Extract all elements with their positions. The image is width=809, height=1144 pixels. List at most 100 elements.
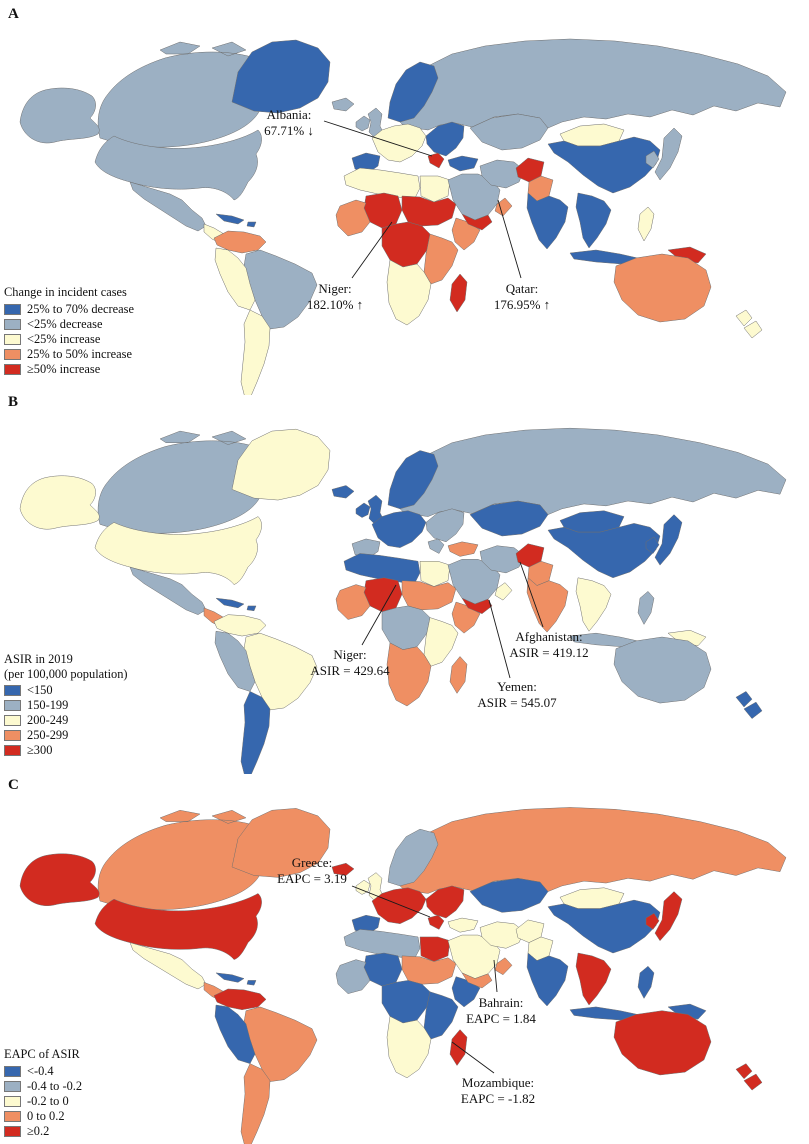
region-westAfricaCoast (335, 199, 371, 237)
region-southernAfrica (386, 1015, 432, 1079)
legend-b-items: <150 150-199 200-249 250-299 ≥300 (4, 683, 128, 758)
annotation-niger-b-value: ASIR = 429.64 (310, 662, 390, 678)
legend-swatch (4, 715, 21, 726)
region-eastAfrica (423, 991, 459, 1040)
annotation-bahrain-name: Bahrain: (478, 995, 524, 1010)
region-greenland (231, 39, 331, 114)
legend-label: <25% increase (27, 331, 101, 346)
legend-swatch (4, 363, 21, 375)
legend-label: -0.4 to -0.2 (27, 1078, 83, 1093)
legend-swatch (4, 318, 21, 330)
annotation-niger-a: Niger: 182.10% ↑ (300, 281, 370, 312)
panel-c-label: C (8, 777, 19, 793)
region-centralAfrica (381, 221, 431, 268)
region-maghreb (343, 929, 421, 960)
legend-label: 0 to 0.2 (27, 1108, 65, 1123)
annotation-yemen: Yemen: ASIR = 545.07 (472, 679, 562, 710)
region-canada (97, 809, 266, 910)
legend-item: <-0.4 (4, 1064, 82, 1079)
region-greenland (231, 808, 331, 878)
region-centralAsia (469, 113, 549, 151)
region-usa (94, 129, 262, 201)
annotation-greece: Greece: EAPC = 3.19 (270, 855, 354, 886)
legend-c-title: EAPC of ASIR (4, 1047, 80, 1061)
region-yemen (461, 972, 493, 989)
region-argentinaChile (240, 1063, 271, 1144)
region-scandinavia (387, 450, 439, 510)
region-southernAfrica (386, 259, 432, 326)
region-caribbean (215, 972, 257, 986)
region-colombiaVenezuela (213, 614, 267, 637)
legend-label: -0.2 to 0 (27, 1093, 69, 1108)
annotation-qatar: Qatar: 176.95% ↑ (486, 281, 558, 312)
choropleth-map-panel-c (19, 807, 787, 1144)
region-sahelEast (401, 580, 457, 611)
legend-swatch (4, 685, 21, 696)
region-madagascar (449, 1029, 468, 1066)
region-westAfricaCoast (335, 959, 371, 994)
legend-label: 200-249 (27, 713, 69, 728)
region-egypt (419, 175, 451, 203)
region-australia (613, 1010, 712, 1076)
region-egypt (419, 936, 451, 962)
region-westEurope (371, 510, 427, 548)
region-eastEurope (425, 885, 465, 919)
region-madagascar (449, 273, 468, 313)
legend-label: ≥300 (27, 743, 53, 758)
annotation-qatar-value: 176.95% ↑ (493, 296, 551, 312)
region-egypt (419, 561, 451, 587)
region-maghreb (343, 553, 421, 585)
region-balkans (427, 538, 445, 554)
annotation-greece-name: Greece: (291, 855, 333, 870)
region-china (547, 136, 661, 194)
region-iran (479, 159, 525, 189)
region-oman (494, 582, 513, 601)
region-scandinavia (387, 828, 439, 887)
region-eastEurope (425, 508, 465, 543)
legend-label: <25% decrease (27, 316, 103, 331)
region-russia (399, 807, 787, 894)
region-caribbean (215, 213, 257, 228)
region-sahelEast (401, 195, 457, 227)
region-scandinavia (387, 61, 439, 123)
annotation-niger-a-value: 182.10% ↑ (306, 296, 364, 312)
region-india (526, 192, 569, 250)
region-balkans (427, 914, 445, 930)
legend-a-title: Change in incident cases (4, 285, 127, 299)
region-colombiaVenezuela (213, 988, 267, 1010)
region-newZealand (735, 309, 763, 339)
region-australia (613, 636, 712, 704)
region-centralAfrica (381, 605, 431, 650)
panel-a-label: A (8, 6, 19, 22)
annotation-albania: Albania: 67.71% ↓ (250, 107, 328, 138)
region-caribbean (215, 597, 257, 612)
legend-swatch (4, 348, 21, 360)
legend-swatch (4, 303, 21, 315)
legend-label: 25% to 50% increase (27, 346, 132, 361)
region-centralAsia (469, 500, 549, 537)
region-mexico (129, 942, 207, 990)
region-iceland (331, 485, 355, 499)
legend-label: ≥0.2 (27, 1123, 50, 1138)
annotation-bahrain-value: EAPC = 1.84 (466, 1010, 536, 1026)
region-philippines (637, 206, 655, 242)
region-russia (399, 38, 787, 131)
region-balkans (427, 152, 445, 169)
legend-a-items: 25% to 70% decrease <25% decrease <25% inc… (4, 302, 134, 377)
region-sahelEast (401, 955, 457, 985)
region-peruBolivia (214, 1004, 256, 1064)
region-seAsia (575, 577, 612, 632)
annotation-albania-value: 67.71% ↓ (264, 122, 314, 138)
annotation-mozambique: Mozambique: EAPC = -1.82 (452, 1075, 544, 1106)
legend-label: <150 (27, 683, 53, 698)
legend-label: ≥50% increase (27, 361, 101, 376)
region-eastAfrica (423, 233, 459, 285)
legend-label: 25% to 70% decrease (27, 301, 134, 316)
region-madagascar (449, 656, 468, 694)
legend-item: 25% to 50% increase (4, 347, 134, 362)
region-turkey (447, 155, 479, 172)
region-alaska (19, 87, 100, 144)
region-philippines (637, 591, 655, 625)
region-canada (97, 430, 266, 534)
